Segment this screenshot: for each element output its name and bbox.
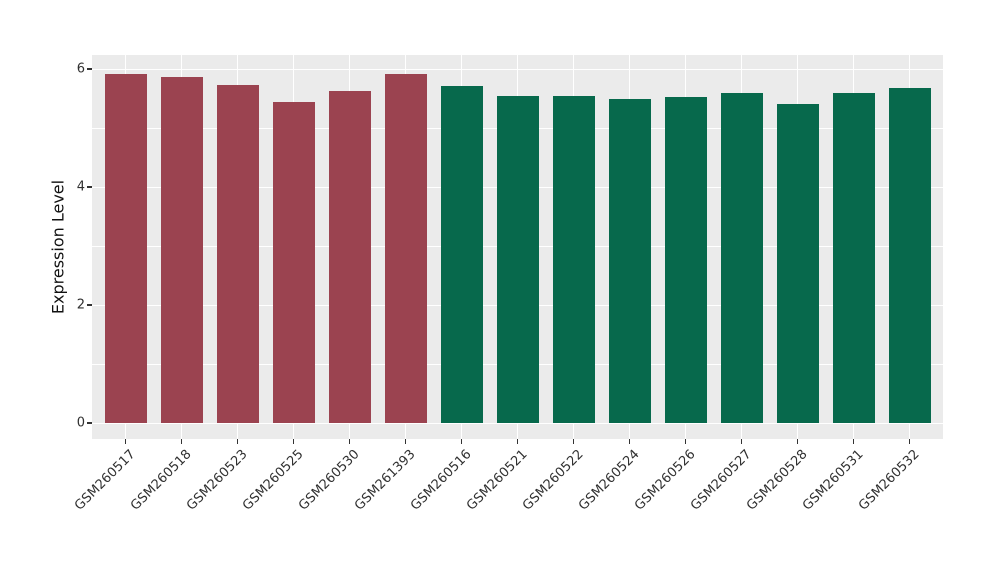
bar-GSM260517 bbox=[104, 73, 147, 423]
x-tick-mark bbox=[517, 439, 519, 444]
x-tick-mark bbox=[461, 439, 463, 444]
x-tick-mark bbox=[685, 439, 687, 444]
y-tick-mark bbox=[87, 68, 92, 70]
y-tick-label: 2 bbox=[76, 297, 85, 313]
y-tick-mark bbox=[87, 186, 92, 188]
x-tick-mark bbox=[853, 439, 855, 444]
x-tick-mark bbox=[629, 439, 631, 444]
y-tick-label: 6 bbox=[76, 61, 85, 77]
x-tick-mark bbox=[349, 439, 351, 444]
bar-GSM260518 bbox=[160, 76, 203, 423]
x-tick-mark bbox=[573, 439, 575, 444]
plot-panel bbox=[92, 55, 943, 439]
bar-GSM260524 bbox=[608, 98, 651, 423]
bar-GSM261393 bbox=[384, 73, 427, 423]
x-tick-mark bbox=[405, 439, 407, 444]
x-tick-mark bbox=[237, 439, 239, 444]
bar-GSM260530 bbox=[328, 90, 371, 423]
y-tick-mark bbox=[87, 422, 92, 424]
bar-GSM260532 bbox=[888, 88, 931, 423]
y-tick-mark bbox=[87, 304, 92, 306]
bar-GSM260521 bbox=[496, 95, 539, 423]
bar-GSM260526 bbox=[664, 96, 707, 423]
bar-GSM260525 bbox=[272, 102, 315, 423]
x-tick-mark bbox=[293, 439, 295, 444]
x-tick-mark bbox=[909, 439, 911, 444]
x-tick-mark bbox=[797, 439, 799, 444]
bar-GSM260528 bbox=[776, 103, 819, 423]
bar-GSM260523 bbox=[216, 84, 259, 423]
bar-GSM260527 bbox=[720, 92, 763, 423]
y-axis-title: Expression Level bbox=[48, 179, 68, 315]
bar-GSM260516 bbox=[440, 85, 483, 423]
y-tick-label: 4 bbox=[76, 179, 85, 195]
x-tick-mark bbox=[181, 439, 183, 444]
x-tick-mark bbox=[125, 439, 127, 444]
y-tick-label: 0 bbox=[76, 415, 85, 431]
bar-GSM260522 bbox=[552, 95, 595, 423]
x-tick-mark bbox=[741, 439, 743, 444]
bar-GSM260531 bbox=[832, 93, 875, 423]
